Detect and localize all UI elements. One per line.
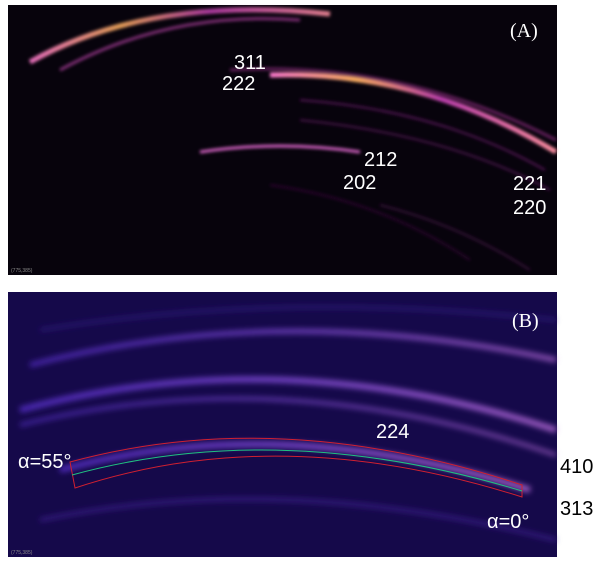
panel-b-background [8, 292, 557, 557]
diffraction-arcs-a [28, 7, 558, 271]
panel-a: (A) 311 222 212 202 221 220 (775,385) [8, 5, 558, 275]
corner-text: (775,385) [11, 268, 33, 274]
annotation: 212 [364, 149, 397, 171]
integration-band [69, 437, 523, 498]
annotation: 202 [343, 172, 376, 194]
annotation: 221 [513, 173, 546, 195]
panel-b: (B) 224 410 313 α=55° α=0° (775,385) [8, 292, 593, 557]
annotation: 220 [513, 197, 546, 219]
angle-label: α=55° [18, 451, 72, 473]
panel-a-background [8, 5, 557, 275]
panel-label: (B) [512, 310, 539, 332]
angle-label: α=0° [487, 511, 529, 533]
diffraction-arcs-b [19, 305, 557, 542]
annotation: 311 [234, 52, 266, 74]
panel-label: (A) [510, 20, 538, 42]
annotation: 222 [222, 73, 255, 95]
integration-centerline [71, 449, 523, 492]
annotation: 410 [560, 456, 593, 478]
annotation: 224 [376, 421, 409, 443]
corner-text: (775,385) [11, 550, 33, 556]
annotation: 313 [560, 498, 593, 520]
